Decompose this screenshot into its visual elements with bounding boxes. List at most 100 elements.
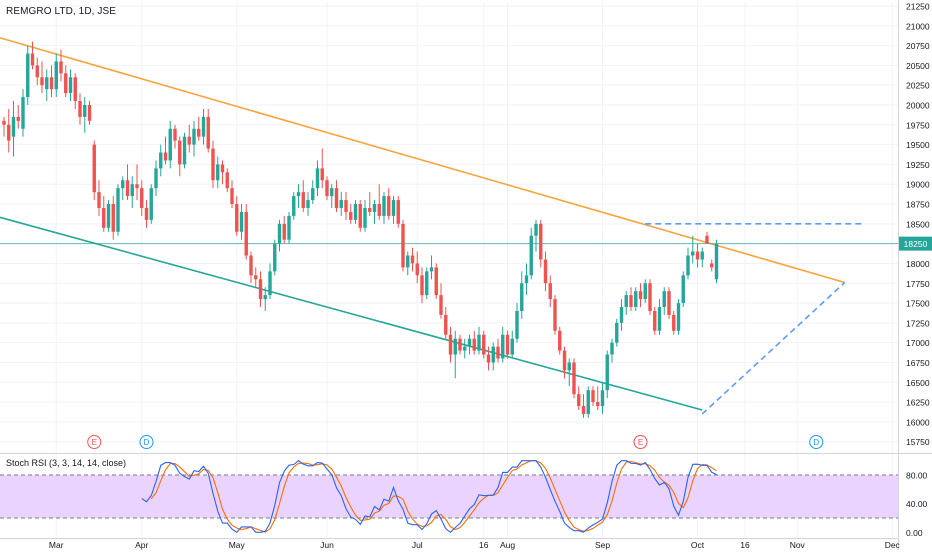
candle-body <box>45 77 49 90</box>
candle-body <box>524 275 529 284</box>
y-tick-label: 17500 <box>906 299 930 309</box>
x-tick-label: 16 <box>740 540 750 550</box>
candle-body <box>273 243 277 272</box>
rsi-y-tick-label: 80.00 <box>906 471 928 481</box>
candle-body <box>382 196 386 216</box>
candle-body <box>201 116 206 137</box>
candle-body <box>35 65 39 78</box>
candle-body <box>653 310 657 331</box>
candle-body <box>192 128 196 145</box>
drawing-lines[interactable] <box>0 32 898 415</box>
candle-body <box>149 188 153 220</box>
upper-trendline[interactable] <box>0 32 845 284</box>
candle-body <box>83 104 87 117</box>
candle-body <box>472 338 476 351</box>
candle-body <box>144 207 149 220</box>
candle-body <box>2 120 6 125</box>
candle-body <box>619 307 624 323</box>
candle-body <box>330 188 334 197</box>
candle-body <box>59 61 63 74</box>
candle-body <box>277 223 282 244</box>
y-tick-label: 18750 <box>906 200 930 210</box>
candle-body <box>315 168 320 189</box>
y-tick-label: 20250 <box>906 81 930 91</box>
candle-body <box>629 295 633 308</box>
candle-body <box>235 204 239 232</box>
candle-body <box>710 263 714 268</box>
candle-body <box>396 200 400 224</box>
y-tick-label: 17000 <box>906 338 930 348</box>
stoch-rsi-series <box>141 460 717 534</box>
candle-body <box>672 314 676 331</box>
y-tick-label: 18500 <box>906 219 930 229</box>
y-tick-label: 16000 <box>906 417 930 427</box>
candle-body <box>78 101 82 117</box>
candle-body <box>7 124 11 141</box>
candle-body <box>686 255 690 276</box>
candle-body <box>429 267 434 272</box>
stoch-rsi-d-line <box>150 460 717 533</box>
candle-body <box>510 338 514 355</box>
dashed-support-line[interactable] <box>701 281 846 415</box>
y-tick-label: 21250 <box>906 1 930 11</box>
candle-body <box>577 394 581 407</box>
candle-body <box>225 172 229 189</box>
candle-body <box>714 243 719 280</box>
candle-body <box>282 223 286 240</box>
candle-body <box>448 334 453 355</box>
candle-body <box>586 390 590 414</box>
dividend-marker[interactable] <box>139 435 154 449</box>
candle-body <box>249 255 253 276</box>
candle-body <box>458 338 462 351</box>
earnings-marker[interactable] <box>87 435 102 449</box>
candle-body <box>695 251 700 260</box>
candle-body <box>463 346 467 351</box>
candle-body <box>320 168 324 181</box>
candle-body <box>596 402 600 407</box>
indicator-title: Stoch RSI (3, 3, 14, 14, close) <box>6 458 127 468</box>
candle-body <box>387 196 391 216</box>
candle-body <box>401 223 405 268</box>
y-tick-label: 21000 <box>906 21 930 31</box>
lower-trendline[interactable] <box>0 212 703 411</box>
candle-body <box>254 275 258 280</box>
candle-body <box>54 61 58 90</box>
candle-body <box>116 188 120 232</box>
candle-body <box>529 235 533 276</box>
candle-body <box>572 362 576 395</box>
stoch-rsi-k-line <box>141 460 717 534</box>
candle-body <box>562 350 567 371</box>
candle-body <box>676 303 681 331</box>
chart-title: REMGRO LTD, 1D, JSE <box>6 6 117 17</box>
y-tick-label: 20750 <box>906 41 930 51</box>
y-tick-label: 16250 <box>906 398 930 408</box>
candle-body <box>543 259 548 284</box>
candle-body <box>420 275 424 296</box>
candle-body <box>501 334 505 359</box>
x-tick-label: Apr <box>135 540 148 550</box>
event-markers[interactable]: E ED D <box>87 435 824 449</box>
candle-body <box>73 77 77 102</box>
dividend-marker[interactable] <box>809 435 824 449</box>
candle-body <box>216 164 220 181</box>
candle-body <box>681 275 685 304</box>
candle-body <box>244 211 248 256</box>
candle-body <box>372 204 377 212</box>
candle-body <box>106 204 111 228</box>
candle-body <box>591 390 595 403</box>
earnings-marker[interactable] <box>633 435 648 449</box>
candle-body <box>173 128 177 141</box>
y-tick-label: 19750 <box>906 120 930 130</box>
last-price-label: 18250 <box>904 239 928 249</box>
x-tick-label: May <box>229 540 246 550</box>
y-tick-label: 20000 <box>906 100 930 110</box>
candle-body <box>425 271 429 296</box>
candle-body <box>353 204 358 220</box>
candle-body <box>548 283 552 300</box>
candle-body <box>182 136 187 165</box>
candle-body <box>334 188 339 208</box>
earnings-marker-label: E <box>638 438 643 447</box>
